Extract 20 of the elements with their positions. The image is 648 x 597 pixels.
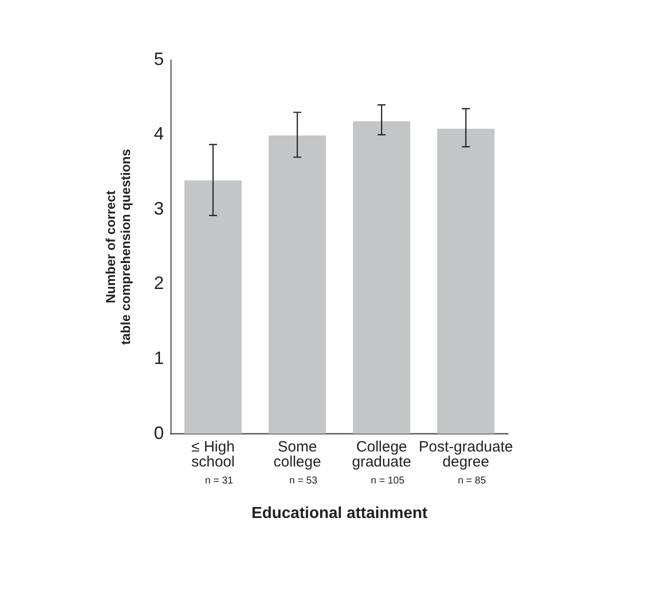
- bar: [437, 128, 495, 434]
- y-tick-label: 0: [154, 422, 164, 443]
- x-axis-title: Educational attainment: [251, 504, 428, 522]
- text: n = 31: [205, 476, 234, 487]
- y-tick-label: 5: [154, 48, 164, 69]
- y-tick-label: 3: [154, 198, 164, 218]
- x-tick-label: Some college: [274, 438, 322, 470]
- x-tick-label: ≤ High school: [191, 438, 235, 470]
- y-tick-label: 2: [154, 273, 164, 294]
- text: n = 105: [370, 476, 405, 487]
- x-tick-label: College graduate: [352, 438, 412, 470]
- bar: [268, 136, 326, 434]
- text: n = 53: [289, 476, 318, 487]
- y-axis-title: Number of correct table comprehension questions: [103, 149, 134, 345]
- y-tick-label: 1: [154, 348, 164, 368]
- bar: [352, 121, 410, 434]
- y-tick-label: 4: [154, 124, 164, 144]
- x-tick-label: Post-graduate degree: [418, 438, 513, 470]
- text: n = 85: [458, 476, 486, 487]
- bar: [184, 180, 242, 434]
